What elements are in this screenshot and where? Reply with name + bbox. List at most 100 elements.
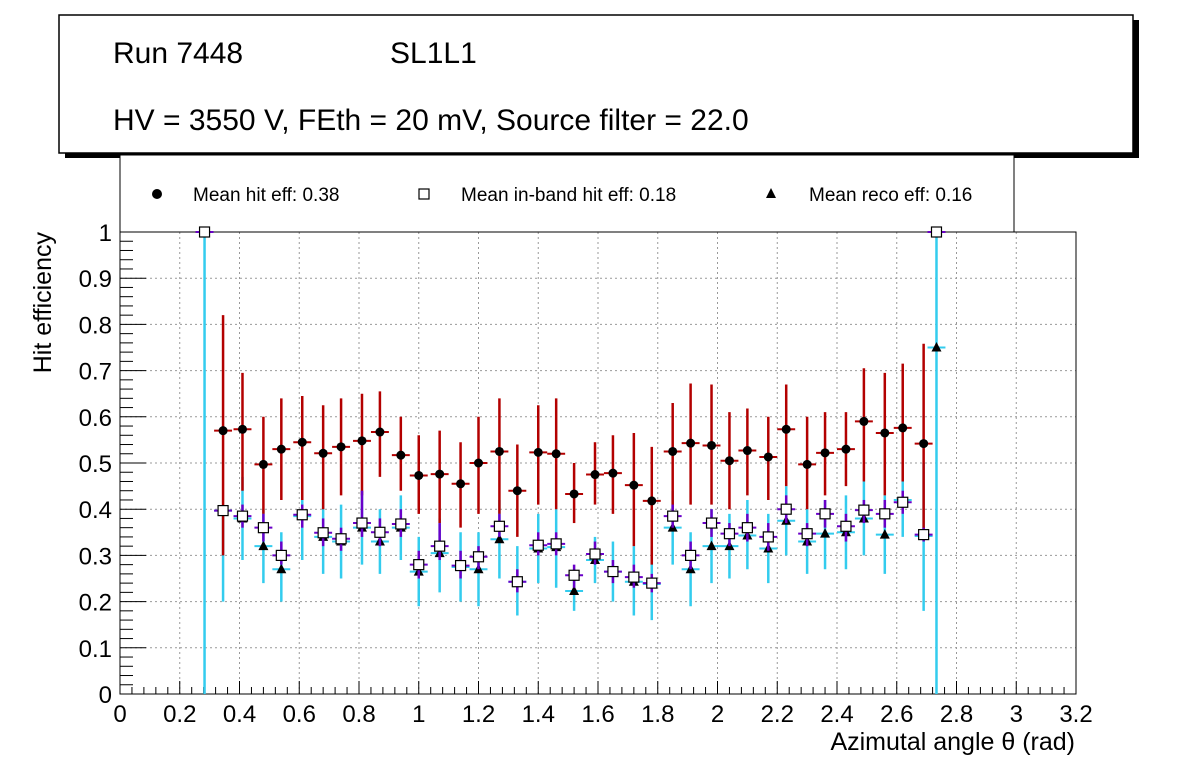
y-tick-label: 0.8 xyxy=(79,312,112,339)
y-tick-label: 1 xyxy=(99,220,112,247)
point-reco xyxy=(569,585,580,595)
point-hit xyxy=(763,452,773,462)
point-hit xyxy=(590,470,600,480)
x-tick-label: 1.8 xyxy=(641,701,674,728)
point-inband xyxy=(257,522,269,534)
x-axis-title: Azimutal angle θ (rad) xyxy=(830,728,1075,756)
point-inband xyxy=(840,520,852,532)
point-hit xyxy=(647,496,657,506)
point-hit xyxy=(841,444,851,454)
y-tick-label: 0.5 xyxy=(79,451,112,478)
x-tick-label: 2.6 xyxy=(880,701,913,728)
x-tick-label: 0.8 xyxy=(342,701,375,728)
point-inband xyxy=(198,226,211,238)
x-tick-label: 2 xyxy=(711,701,724,728)
series-reco xyxy=(195,226,946,694)
point-inband xyxy=(472,551,485,563)
x-tick-label: 1.6 xyxy=(581,701,614,728)
legend-label-inband: Mean in-band hit eff: 0.18 xyxy=(461,185,676,206)
point-hit xyxy=(276,444,286,454)
title-box: Run 7448 SL1L1 HV = 3550 V, FEth = 20 mV… xyxy=(58,14,1139,158)
point-inband xyxy=(646,577,658,589)
point-inband xyxy=(607,565,619,578)
point-inband xyxy=(317,527,329,539)
point-inband xyxy=(335,533,347,545)
grid xyxy=(120,232,1076,694)
point-hit xyxy=(336,442,346,452)
point-reco xyxy=(706,540,717,551)
point-inband xyxy=(589,548,601,560)
point-hit xyxy=(608,468,618,478)
point-hit xyxy=(569,489,579,499)
point-inband xyxy=(532,539,544,551)
x-tick-label: 2.8 xyxy=(940,701,973,728)
legend-label-hit: Mean hit eff: 0.38 xyxy=(193,185,339,206)
point-hit xyxy=(237,424,247,434)
point-inband xyxy=(356,517,368,529)
point-hit xyxy=(820,448,830,458)
y-tick-label: 0.4 xyxy=(79,497,112,524)
x-tick-label: 1 xyxy=(412,701,425,728)
point-reco xyxy=(494,533,505,544)
y-tick-label: 0.1 xyxy=(79,636,112,663)
point-inband xyxy=(413,559,425,571)
run-label: Run 7448 xyxy=(113,37,243,70)
y-tick-label: 0 xyxy=(99,682,112,709)
point-inband xyxy=(374,526,386,538)
point-inband xyxy=(628,571,640,583)
legend-marker-reco xyxy=(766,188,776,198)
point-inband xyxy=(493,520,506,532)
point-hit xyxy=(898,423,908,433)
point-hit xyxy=(880,428,890,438)
point-hit xyxy=(512,486,522,496)
point-hit xyxy=(494,446,504,456)
legend-label-reco: Mean reco eff: 0.16 xyxy=(809,185,972,206)
point-reco xyxy=(931,342,942,352)
point-hit xyxy=(533,447,543,457)
point-hit xyxy=(218,426,228,436)
layer-label: SL1L1 xyxy=(390,37,477,70)
point-inband xyxy=(723,528,736,540)
point-inband xyxy=(217,504,229,517)
point-inband xyxy=(762,531,774,543)
point-inband xyxy=(454,559,467,572)
point-inband xyxy=(858,504,870,516)
point-inband xyxy=(236,510,249,522)
point-inband xyxy=(918,529,930,541)
point-hit xyxy=(686,438,696,448)
axes: 0 0.2 0.4 0.6 0.8 1 1.2 1.4 1.6 1.8 2 2.2 2.4 2.6 2.8 3… xyxy=(79,220,1093,728)
point-reco xyxy=(820,528,831,538)
y-tick-label: 0.2 xyxy=(79,590,112,617)
point-inband xyxy=(511,576,523,588)
point-inband xyxy=(930,226,943,238)
point-reco xyxy=(276,563,287,574)
series-hit xyxy=(195,227,946,565)
point-inband xyxy=(879,508,891,520)
series-inband xyxy=(195,226,946,593)
x-tick-label: 1.2 xyxy=(462,701,495,728)
x-tick-label: 3.2 xyxy=(1059,701,1092,728)
point-hit xyxy=(919,439,929,449)
point-inband xyxy=(780,503,792,515)
point-hit xyxy=(802,459,812,469)
point-hit xyxy=(781,424,791,434)
point-hit xyxy=(435,469,445,479)
point-hit xyxy=(396,450,406,460)
point-inband xyxy=(705,517,718,529)
point-inband xyxy=(395,518,407,530)
y-tick-label: 0.7 xyxy=(79,359,112,386)
data-series xyxy=(195,226,946,694)
x-tick-label: 2.2 xyxy=(761,701,794,728)
point-inband xyxy=(296,509,308,521)
point-hit xyxy=(297,437,307,447)
legend: Mean hit eff: 0.38 Mean in-band hit eff:… xyxy=(119,154,1015,233)
legend-marker-inband xyxy=(418,188,430,200)
point-inband xyxy=(434,540,446,552)
legend-frame xyxy=(119,154,1015,233)
point-hit xyxy=(357,436,367,446)
point-inband xyxy=(741,522,753,534)
title-box-frame xyxy=(58,14,1134,154)
point-inband xyxy=(897,496,909,508)
point-hit xyxy=(375,427,385,437)
